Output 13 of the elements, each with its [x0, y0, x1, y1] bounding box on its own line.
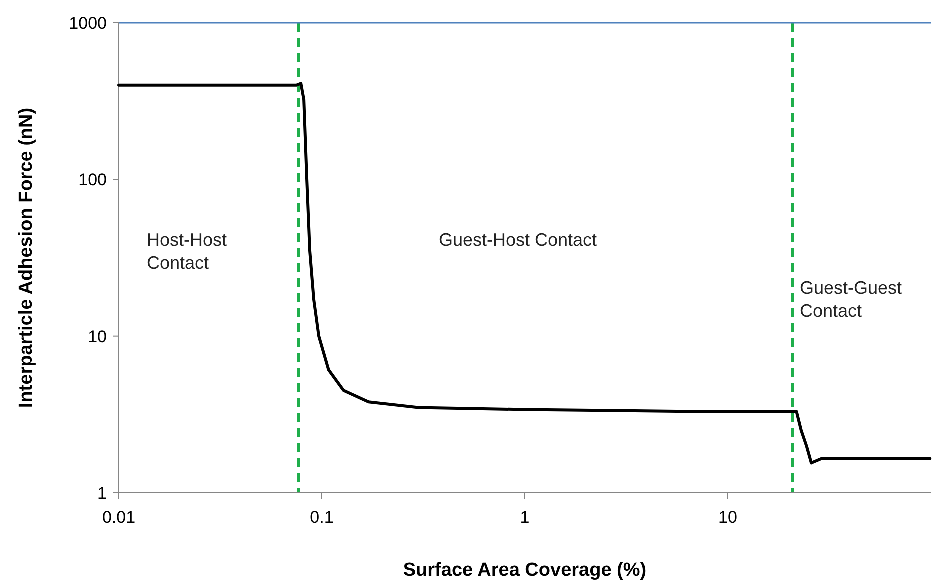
- x-tick-label: 1: [520, 508, 530, 527]
- y-tick-label: 1000: [69, 14, 107, 33]
- annotation: Host-Host Contact: [147, 230, 228, 273]
- y-tick-label: 100: [78, 170, 107, 190]
- x-axis-title: Surface Area Coverage (%): [403, 560, 647, 581]
- annotation: Guest-Host Contact: [439, 230, 598, 250]
- y-axis-title: Interparticle Adhesion Force (nN): [16, 108, 37, 408]
- y-tick-label: 1: [98, 484, 107, 503]
- annotation: Guest-Guest Contact: [800, 278, 902, 321]
- x-tick-label: 0.01: [102, 508, 136, 527]
- x-tick-label: 0.1: [310, 508, 334, 527]
- y-tick-label: 10: [88, 327, 107, 346]
- x-tick-label: 10: [718, 508, 738, 527]
